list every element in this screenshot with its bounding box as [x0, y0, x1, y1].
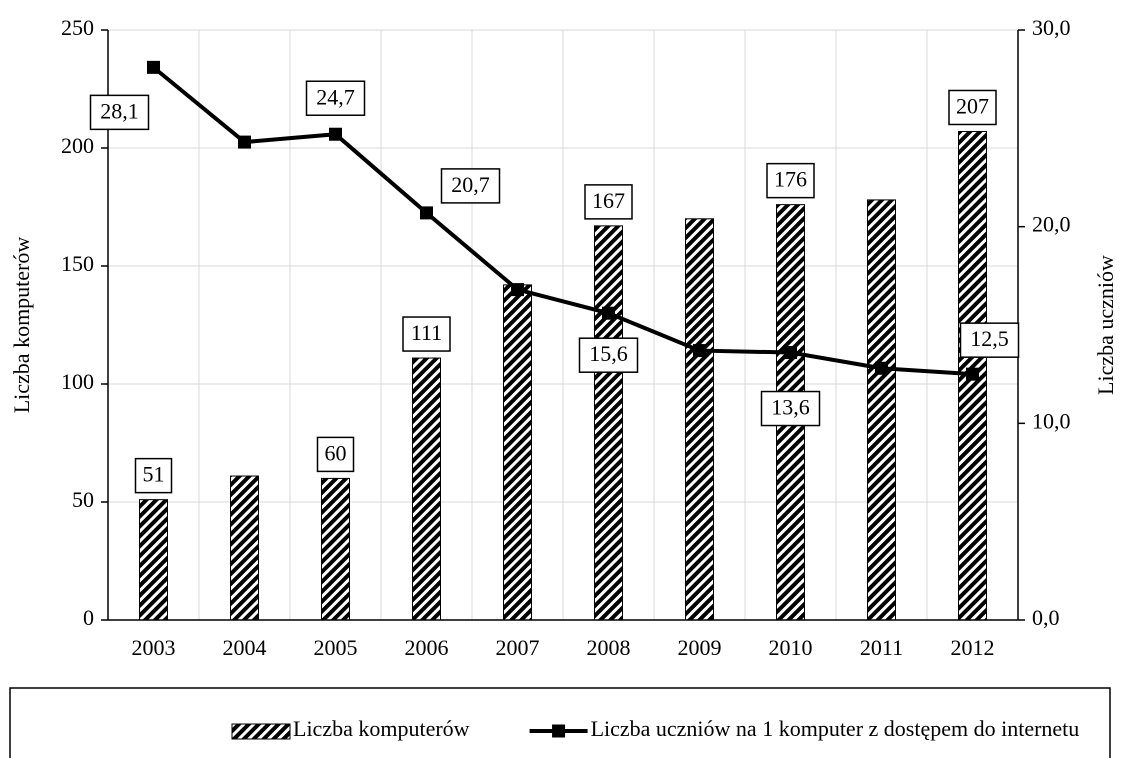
legend-swatch	[231, 723, 291, 740]
data-label: 15,6	[589, 341, 628, 366]
y-tick-label: 100	[61, 369, 94, 394]
bar	[412, 357, 441, 621]
bar	[139, 499, 168, 621]
line-marker	[511, 283, 524, 297]
x-tick-label: 2006	[405, 635, 449, 660]
legend-box	[9, 687, 1111, 758]
line-marker	[147, 60, 160, 74]
line-marker	[693, 344, 706, 358]
data-label-box	[766, 162, 815, 199]
x-tick-label: 2005	[314, 635, 358, 660]
line-marker	[784, 346, 797, 360]
y-tick-label: 250	[61, 15, 94, 40]
bar	[594, 225, 623, 621]
data-label-box	[134, 457, 173, 494]
data-label-box	[305, 80, 366, 116]
y2-axis-title: Liczba uczniów	[1093, 255, 1118, 395]
data-label-box	[959, 322, 1020, 358]
y2-tick-label: 20,0	[1032, 212, 1071, 237]
y2-tick-label: 10,0	[1032, 408, 1071, 433]
line-marker	[602, 306, 615, 320]
data-label-box	[760, 390, 821, 427]
x-tick-label: 2007	[496, 635, 540, 660]
data-label: 13,6	[771, 395, 810, 420]
x-tick-label: 2012	[951, 635, 995, 660]
x-tick-label: 2011	[860, 635, 903, 660]
y-tick-label: 150	[61, 251, 94, 276]
x-tick-label: 2010	[769, 635, 813, 660]
data-label-box	[948, 89, 997, 126]
y-tick-label: 50	[72, 487, 94, 512]
data-label: 176	[774, 167, 807, 192]
x-tick-label: 2004	[223, 635, 267, 660]
data-label: 60	[325, 440, 347, 465]
data-label-box	[584, 184, 633, 220]
legend-marker	[552, 724, 566, 738]
x-tick-label: 2008	[587, 635, 631, 660]
y2-tick-label: 30,0	[1032, 15, 1071, 40]
line-marker	[875, 361, 888, 375]
line-marker	[329, 127, 342, 141]
data-label-box	[89, 94, 150, 131]
data-label: 20,7	[451, 172, 490, 197]
data-label-box	[402, 316, 451, 352]
data-label: 24,7	[316, 84, 355, 109]
bar	[230, 475, 259, 621]
data-label: 12,5	[970, 326, 1009, 351]
data-label-box	[440, 168, 501, 204]
bar	[503, 284, 532, 621]
y-tick-label: 0	[83, 605, 94, 630]
bar	[867, 199, 896, 621]
line	[152, 65, 973, 377]
data-label-box	[578, 337, 639, 373]
data-label: 28,1	[100, 98, 139, 123]
legend-label: Liczba uczniów na 1 komputer z dostępem …	[591, 716, 1080, 741]
x-tick-label: 2003	[132, 635, 176, 660]
data-label: 207	[956, 94, 989, 119]
y2-tick-label: 0,0	[1032, 605, 1060, 630]
legend-label: Liczba komputerów	[293, 716, 470, 741]
data-label: 167	[592, 188, 625, 213]
data-label: 111	[411, 320, 442, 345]
bar	[321, 477, 350, 621]
line-marker	[238, 135, 251, 149]
line-marker	[420, 206, 433, 220]
data-label-box	[316, 436, 355, 473]
x-tick-label: 2009	[678, 635, 722, 660]
line-marker	[966, 367, 979, 381]
y-tick-label: 200	[61, 133, 94, 158]
y-axis-title: Liczba komputerów	[9, 237, 34, 414]
bar	[685, 218, 714, 621]
data-label: 51	[143, 462, 165, 487]
